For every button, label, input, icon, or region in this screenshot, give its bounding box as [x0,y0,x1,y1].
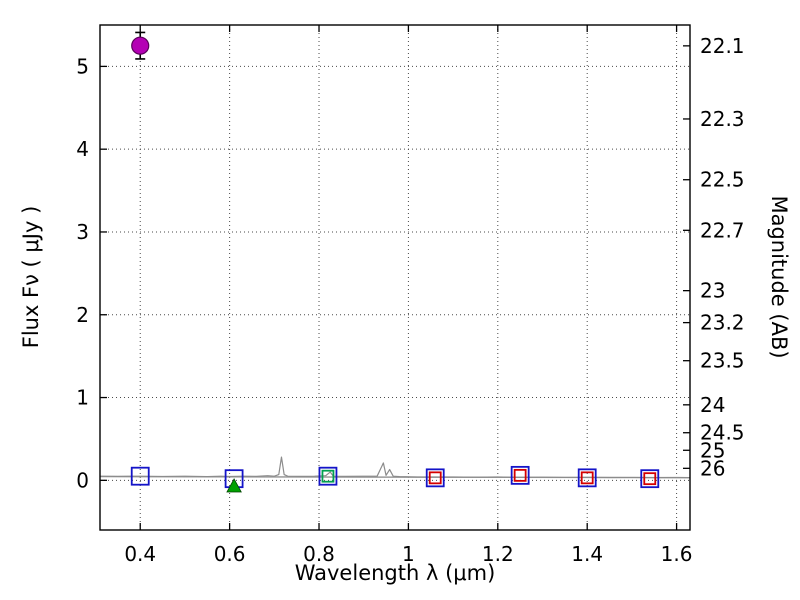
x-axis-label: Wavelength λ (μm) [295,561,496,585]
y-tick-label: 0 [76,468,89,492]
magnitude-tick-label: 22.7 [700,218,745,242]
limit-point-marker [226,478,242,493]
x-tick-label: 0.4 [124,542,156,566]
model-photometry-green-marker [321,469,335,483]
y-tick-label: 4 [76,137,89,161]
observed-photometry-marker [510,465,530,485]
model-photometry-marker [643,472,657,486]
magnitude-tick-label: 23.2 [700,311,745,335]
magnitude-tick-label: 24.5 [700,421,745,445]
model-photometry-marker [580,471,594,485]
x-tick-label: 1.2 [482,542,514,566]
observed-photometry-marker [318,466,338,486]
data-points [130,31,660,493]
x-tick-label: 1 [402,542,415,566]
model-spectrum-line [99,456,691,479]
observed-photometry-marker [425,468,445,488]
gridlines [100,25,690,530]
magnitude-tick-label: 25 [700,438,725,462]
axis-tick-labels: 0.4 0.6 0.8 1 1.2 1.4 1.601234522.122.322.522.… [76,34,744,566]
detection-point-marker [131,36,150,55]
magnitude-tick-label: 22.3 [700,107,745,131]
model-photometry-marker [428,471,442,485]
observed-photometry-marker [640,469,660,489]
x-tick-label: 0.8 [303,542,335,566]
x-tick-label: 1.4 [571,542,603,566]
y-tick-label: 1 [76,386,89,410]
spectrum-line [99,456,691,479]
magnitude-tick-label: 26 [700,456,725,480]
right-y-axis-label: Magnitude (AB) [767,195,791,358]
magnitude-tick-label: 24 [700,393,725,417]
axis-ticks [100,25,690,530]
magnitude-tick-label: 23 [700,279,725,303]
magnitude-tick-label: 22.5 [700,168,745,192]
x-tick-label: 1.6 [661,542,693,566]
plot-frame [99,24,691,531]
magnitude-tick-label: 22.1 [700,34,745,58]
x-tick-label: 0.6 [214,542,246,566]
observed-photometry-marker [130,466,150,486]
y-axis-label: Flux Fν ( μJy ) [19,206,43,349]
observed-photometry-marker [577,468,597,488]
magnitude-tick-label: 23.5 [700,349,745,373]
y-tick-label: 3 [76,220,89,244]
model-photometry-marker [513,468,527,482]
y-tick-label: 2 [76,303,89,327]
y-tick-label: 5 [76,54,89,78]
